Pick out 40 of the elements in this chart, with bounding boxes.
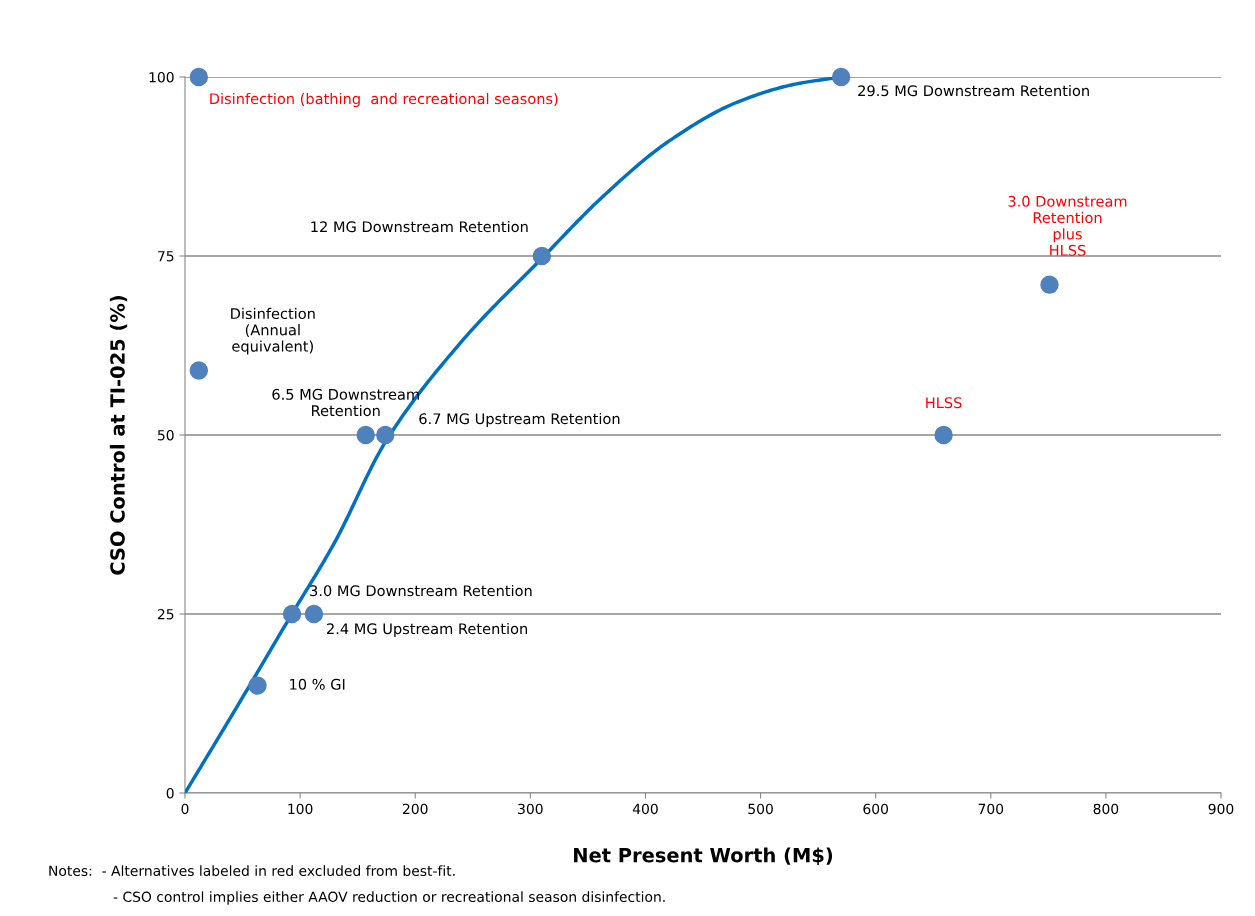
annotation: 10 % GI xyxy=(290,678,345,690)
point xyxy=(248,676,267,695)
point xyxy=(532,246,552,266)
x-tick-label: 800 xyxy=(1093,803,1119,815)
annotation: 12 MG Downstream Retention xyxy=(311,220,528,233)
annotation: Disinfection (Annual equivalent) xyxy=(231,307,315,355)
x-tick-label: 0 xyxy=(181,803,189,815)
text: Notes: - Alternatives labeled in red excluded from best-fit. xyxy=(49,865,455,877)
y-tick-label: 100 xyxy=(149,71,174,83)
x-tick-label: 500 xyxy=(748,803,773,815)
text: - CSO control implies either AAOV reduction or recreational season disinfection. xyxy=(113,891,665,905)
point xyxy=(831,67,851,87)
point xyxy=(189,361,209,380)
annotation: 3.0 Downstream Retention plus HLSS xyxy=(1008,195,1127,256)
x-tick-label: 600 xyxy=(863,803,888,815)
x-tick-label: 400 xyxy=(632,803,658,815)
x-tick-label: 700 xyxy=(978,803,1004,815)
point xyxy=(1040,275,1059,294)
annotation: 29.5 MG Downstream Retention xyxy=(858,84,1089,97)
point xyxy=(282,604,302,624)
point xyxy=(934,425,953,445)
annotation: 6.7 MG Upstream Retention xyxy=(419,412,620,428)
x-axis-title: Net Present Worth (M$) xyxy=(574,847,833,866)
y-tick-label: 75 xyxy=(158,251,174,262)
x-tick-label: 200 xyxy=(402,803,428,815)
x-tick-label: 300 xyxy=(518,803,543,815)
point xyxy=(304,604,324,624)
point xyxy=(376,425,395,445)
y-tick-label: 0 xyxy=(166,787,174,799)
annotation: 3.0 MG Downstream Retention xyxy=(310,584,532,597)
annotation: HLSS xyxy=(926,397,962,409)
point xyxy=(189,67,209,87)
annotation: 2.4 MG Upstream Retention xyxy=(326,622,528,638)
y-tick-label: 50 xyxy=(157,429,174,441)
y-axis-title: CSO Control at TI-025 (%) xyxy=(109,295,128,575)
point xyxy=(356,425,375,445)
annotation: Disinfection (bathing and recreational seasons) xyxy=(210,92,558,108)
x-tick-label: 100 xyxy=(288,803,313,815)
y-tick-label: 25 xyxy=(157,608,174,620)
x-tick-label: 900 xyxy=(1208,803,1234,815)
